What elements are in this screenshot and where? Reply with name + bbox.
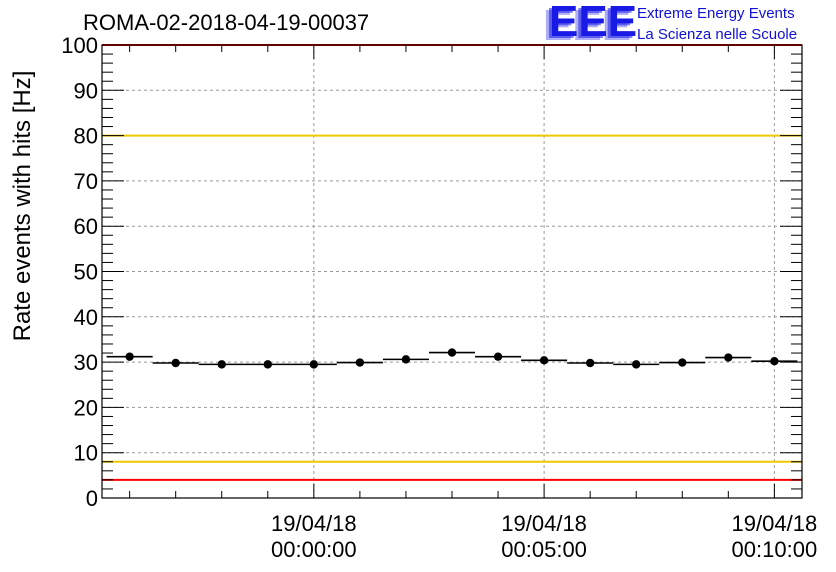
x-tick-date: 19/04/18 bbox=[271, 511, 357, 536]
data-point bbox=[309, 360, 319, 369]
y-tick-label: 50 bbox=[74, 260, 98, 285]
data-point bbox=[539, 356, 549, 365]
data-point bbox=[171, 358, 180, 368]
data-point bbox=[770, 356, 779, 366]
data-point bbox=[355, 358, 365, 367]
data-point bbox=[585, 358, 595, 368]
y-tick-label: 100 bbox=[61, 33, 98, 58]
x-tick-time: 00:05:00 bbox=[501, 537, 587, 562]
x-tick-time: 00:00:00 bbox=[271, 537, 357, 562]
data-point bbox=[724, 353, 733, 362]
x-tick-labels: 19/04/1800:00:0019/04/1800:05:0019/04/18… bbox=[271, 511, 817, 562]
y-tick-label: 90 bbox=[74, 78, 98, 103]
data-series bbox=[106, 348, 798, 369]
data-point bbox=[401, 355, 411, 364]
x-tick-time: 00:10:00 bbox=[732, 537, 818, 562]
data-point bbox=[632, 360, 641, 369]
data-point bbox=[678, 358, 687, 367]
y-tick-label: 60 bbox=[74, 214, 98, 239]
y-tick-labels: 0 10 20 30 40 50 60 70 80 90 100 bbox=[61, 33, 98, 511]
x-tick-date: 19/04/18 bbox=[732, 511, 818, 536]
chart-title: ROMA-02-2018-04-19-00037 bbox=[83, 10, 369, 35]
y-tick-label: 70 bbox=[74, 169, 98, 194]
eee-logo-letters: EEE EEE EEE bbox=[543, 0, 637, 50]
grid bbox=[102, 45, 802, 498]
svg-text:EEE: EEE bbox=[549, 0, 637, 46]
y-tick-label: 0 bbox=[86, 486, 98, 511]
y-tick-label: 10 bbox=[74, 441, 98, 466]
axis-ticks bbox=[102, 44, 802, 499]
y-tick-label: 30 bbox=[74, 350, 98, 375]
data-point bbox=[263, 360, 272, 369]
data-point bbox=[217, 360, 226, 369]
data-point bbox=[493, 352, 503, 361]
y-tick-label: 40 bbox=[74, 305, 98, 330]
eee-logo: EEE EEE EEE Extreme Energy Events La Sci… bbox=[543, 0, 797, 50]
y-tick-label: 80 bbox=[74, 124, 98, 149]
reference-lines bbox=[102, 44, 802, 481]
y-tick-label: 20 bbox=[74, 395, 98, 420]
svg-text:EEE: EEE bbox=[543, 1, 631, 50]
svg-text:EEE: EEE bbox=[546, 0, 634, 48]
data-point bbox=[125, 352, 134, 361]
data-point bbox=[447, 348, 457, 357]
y-axis-label: Rate events with hits [Hz] bbox=[9, 71, 36, 342]
x-tick-date: 19/04/18 bbox=[501, 511, 587, 536]
logo-line-1: Extreme Energy Events bbox=[637, 5, 795, 22]
logo-line-2: La Scienza nelle Scuole bbox=[637, 26, 797, 43]
